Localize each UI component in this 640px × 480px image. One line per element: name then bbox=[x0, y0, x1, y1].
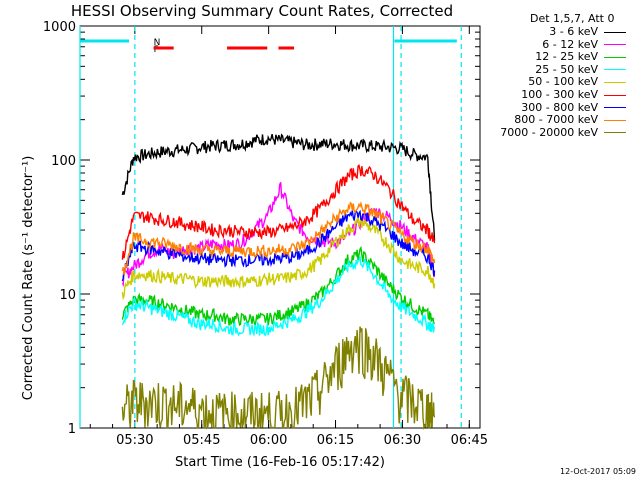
legend-entry: 50 - 100 keV bbox=[528, 75, 626, 88]
legend-entry: 6 - 12 keV bbox=[542, 38, 626, 51]
series-line bbox=[121, 256, 436, 337]
series-4 bbox=[121, 215, 436, 301]
series-line bbox=[121, 326, 436, 430]
x-tick-label: 06:15 bbox=[317, 433, 354, 448]
legend-label: 100 - 300 keV bbox=[521, 88, 598, 101]
y-axis-label: Corrected Count Rate (s⁻¹ detector⁻¹) bbox=[21, 156, 36, 401]
legend-label: 800 - 7000 keV bbox=[514, 113, 598, 127]
series-line bbox=[121, 182, 436, 287]
series-line bbox=[121, 215, 436, 301]
series-group bbox=[121, 133, 436, 430]
x-axis-label: Start Time (16-Feb-16 05:17:42) bbox=[175, 455, 385, 470]
legend-entry: 800 - 7000 keV bbox=[514, 113, 626, 126]
plot-border bbox=[79, 25, 481, 429]
legend-swatch bbox=[604, 132, 626, 134]
series-line bbox=[121, 245, 436, 327]
legend-entry: 3 - 6 keV bbox=[549, 25, 626, 38]
x-tick-label: 05:30 bbox=[116, 433, 153, 448]
y-tick-label: 100 bbox=[51, 154, 76, 169]
legend-swatch bbox=[604, 31, 626, 33]
legend-header: Det 1,5,7, Att 0 bbox=[530, 12, 615, 25]
series-1 bbox=[121, 182, 436, 287]
x-tick-label: 05:45 bbox=[183, 433, 220, 448]
legend-label: 6 - 12 keV bbox=[542, 37, 598, 51]
legend-label: 50 - 100 keV bbox=[528, 75, 598, 89]
legend-swatch bbox=[604, 44, 626, 46]
x-tick-label: 06:30 bbox=[384, 433, 421, 448]
legend-swatch bbox=[604, 56, 626, 58]
y-tick-label: 1 bbox=[68, 422, 76, 437]
footer-date: 12-Oct-2017 05:09 bbox=[560, 467, 636, 476]
series-line bbox=[121, 209, 436, 282]
series-7 bbox=[121, 201, 436, 276]
series-line bbox=[121, 164, 436, 260]
series-6 bbox=[121, 209, 436, 282]
series-2 bbox=[121, 245, 436, 327]
legend-entry: 300 - 800 keV bbox=[521, 101, 626, 114]
y-tick-label: 10 bbox=[59, 288, 76, 303]
legend-entry: 100 - 300 keV bbox=[521, 88, 626, 101]
legend-swatch bbox=[604, 94, 626, 96]
series-line bbox=[121, 201, 436, 276]
legend-swatch bbox=[604, 119, 626, 121]
series-5 bbox=[121, 164, 436, 260]
legend-label: 7000 - 20000 keV bbox=[500, 125, 598, 139]
legend-entry: 25 - 50 keV bbox=[535, 63, 626, 76]
chart-title: HESSI Observing Summary Count Rates, Cor… bbox=[71, 2, 453, 20]
series-0 bbox=[121, 133, 436, 241]
legend-swatch bbox=[604, 107, 626, 109]
series-3 bbox=[121, 256, 436, 337]
tick-labels: 1 10 100 1000 05:30 05:45 06:00 06:15 06:30 06:45 bbox=[43, 20, 488, 448]
flag-label: N bbox=[154, 38, 161, 48]
x-tick-label: 06:45 bbox=[451, 433, 488, 448]
series-line bbox=[121, 133, 436, 241]
legend-swatch bbox=[604, 81, 626, 83]
flag-label: F bbox=[154, 45, 159, 55]
legend-label: 25 - 50 keV bbox=[535, 62, 598, 76]
legend-label: 12 - 25 keV bbox=[535, 50, 598, 64]
x-tick-label: 06:00 bbox=[250, 433, 287, 448]
legend-label: 300 - 800 keV bbox=[521, 100, 598, 114]
legend-entry: 12 - 25 keV bbox=[535, 50, 626, 63]
legend-entry: 7000 - 20000 keV bbox=[500, 126, 626, 139]
y-tick-label: 1000 bbox=[43, 20, 76, 35]
legend-label: 3 - 6 keV bbox=[549, 25, 598, 38]
plot-frame bbox=[79, 25, 481, 429]
legend-swatch bbox=[604, 69, 626, 71]
series-8 bbox=[121, 326, 436, 430]
flag-bars: NF bbox=[79, 26, 462, 428]
